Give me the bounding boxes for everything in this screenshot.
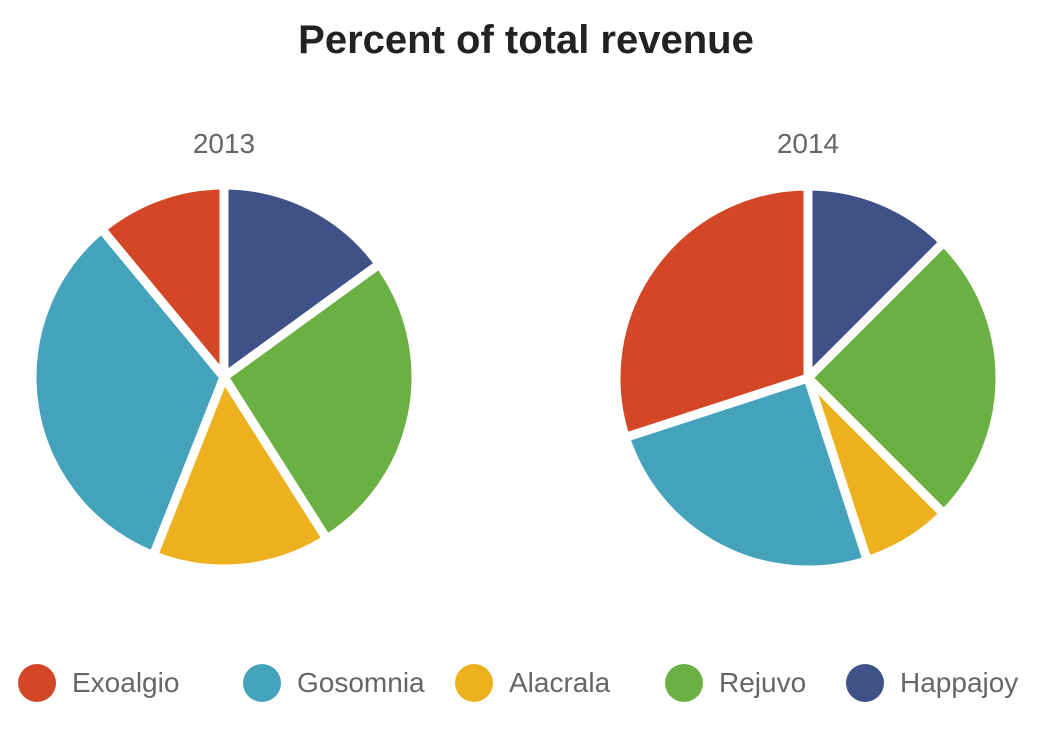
slice-2013-alacrala: [148, 372, 332, 574]
legend-swatch: [455, 664, 493, 702]
pie-label-2014: 2014: [777, 128, 839, 159]
legend-swatch: [665, 664, 703, 702]
legend: Exoalgio Gosomnia Alacrala Rejuvo Happajoy: [0, 664, 1040, 708]
slice-2013-gosomnia: [27, 224, 229, 561]
legend-swatch: [243, 664, 281, 702]
legend-label: Happajoy: [900, 667, 1019, 698]
slice-2014-gosomnia: [620, 373, 872, 575]
legend-item-gosomnia: Gosomnia: [243, 664, 425, 702]
slice-2014-happajoy: [803, 181, 949, 383]
legend-item-happajoy: Happajoy: [846, 664, 1018, 702]
legend-item-rejuvo: Rejuvo: [665, 664, 806, 702]
slice-2014-exoalgio: [611, 181, 813, 442]
legend-label: Rejuvo: [719, 667, 807, 698]
legend-swatch: [18, 664, 56, 702]
legend-label: Alacrala: [509, 667, 611, 698]
slice-2013-happajoy: [219, 180, 384, 382]
legend-swatch: [846, 664, 884, 702]
legend-item-alacrala: Alacrala: [455, 664, 610, 702]
slice-2014-rejuvo: [803, 237, 1005, 519]
slice-2013-rejuvo: [219, 259, 421, 544]
pie-label-2013: 2013: [193, 128, 255, 159]
chart-title: Percent of total revenue: [298, 18, 754, 62]
slice-2013-exoalgio: [97, 180, 229, 382]
legend-label: Gosomnia: [297, 667, 425, 698]
legend-item-exoalgio: Exoalgio: [18, 664, 179, 702]
legend-label: Exoalgio: [72, 667, 180, 698]
